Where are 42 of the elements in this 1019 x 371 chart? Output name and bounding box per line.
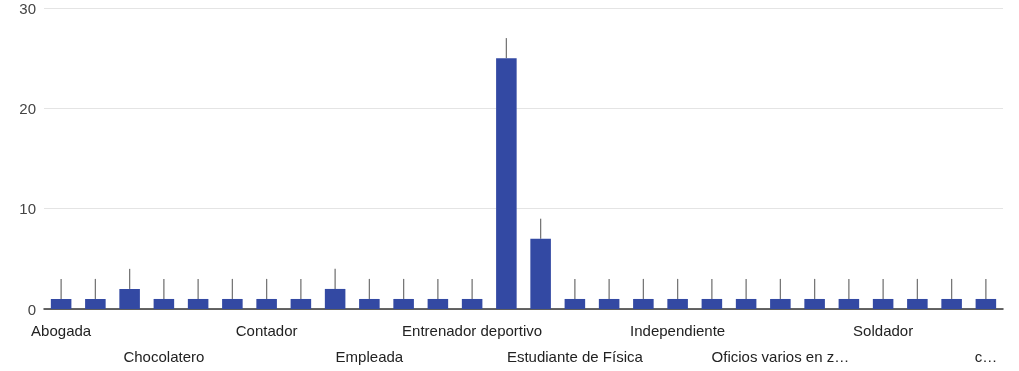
bar [804,298,825,309]
bar [735,298,757,309]
bar [50,298,72,309]
bar [359,298,380,309]
bar [187,298,209,309]
bar [290,298,312,309]
x-tick-label: Estudiante de Física [506,347,644,365]
x-tick-label: Entrenador deportivo [402,321,543,339]
x-tick-label: Chocolatero [123,347,205,365]
bar [564,298,586,309]
bar [633,298,654,309]
bar [256,298,277,309]
x-tick-label: Contador [235,321,298,339]
bar [975,298,997,309]
bar [85,298,106,309]
y-tick-label: 30 [19,0,36,17]
bar [496,58,517,309]
bar [427,298,449,309]
bar [907,298,928,309]
bar [838,298,860,309]
x-tick-label: Soldador [853,321,914,339]
bar [393,298,414,309]
y-tick-label: 0 [27,300,36,318]
x-tick-label: Independiente [630,321,726,339]
y-tick-label: 10 [19,200,36,218]
x-tick-label: Empleada [335,347,404,365]
y-tick-label: 20 [19,99,36,117]
x-tick-label: c… [974,347,998,365]
bar [667,298,688,309]
bar [119,288,140,309]
bar [461,298,483,309]
bar [324,288,346,309]
bar [941,298,962,309]
bar [598,298,620,309]
bar [701,298,723,309]
bar [872,298,894,309]
bar [222,298,243,309]
x-tick-label: Oficios varios en z… [711,347,850,365]
bar [153,298,175,309]
bar [770,298,791,309]
bar [530,238,551,309]
x-tick-label: Abogada [31,321,92,339]
